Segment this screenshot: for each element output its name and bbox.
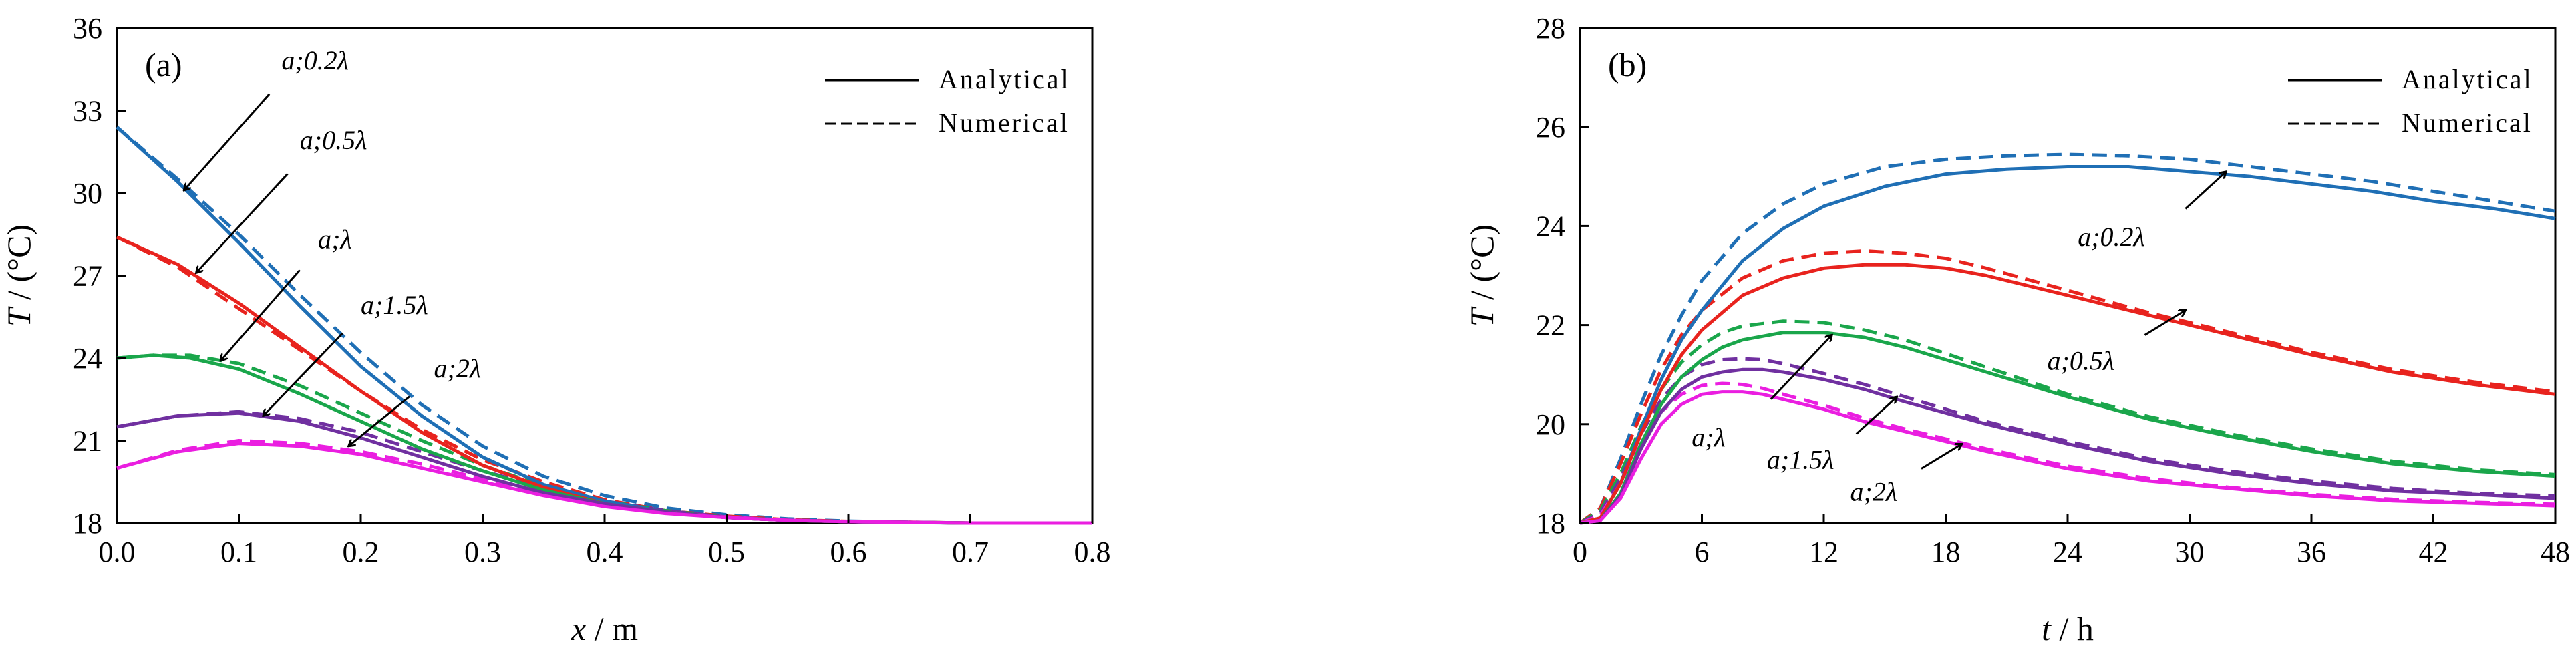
annotation-label: a;1.5λ xyxy=(1767,444,1834,474)
x-tick-label: 0 xyxy=(1573,536,1587,568)
x-tick-label: 12 xyxy=(1809,536,1838,568)
annotation-label: a;0.2λ xyxy=(281,45,349,75)
annotation-arrow xyxy=(1855,397,1897,435)
y-tick-label: 20 xyxy=(1536,408,1565,441)
legend-label: Numerical xyxy=(2402,108,2533,138)
x-axis-var: t xyxy=(2042,610,2052,647)
y-axis-title: T / (°C) xyxy=(0,224,37,327)
annotation-arrow xyxy=(2144,310,2186,336)
y-tick-label: 24 xyxy=(1536,210,1565,242)
annotation-label: a;0.5λ xyxy=(300,125,367,155)
legend-label: Numerical xyxy=(939,108,1070,138)
series-line-2 xyxy=(1579,152,2556,525)
x-tick-label: 0.0 xyxy=(99,536,136,568)
y-tick-label: 18 xyxy=(1536,507,1565,540)
y-axis-unit: / (°C) xyxy=(1463,224,1500,309)
series-line-9 xyxy=(116,442,1092,525)
series-line-9 xyxy=(1579,390,2556,525)
y-axis-var: T xyxy=(0,306,37,327)
x-axis-unit: / h xyxy=(2051,610,2094,647)
y-axis-unit: / (°C) xyxy=(0,224,37,309)
panel-label: (b) xyxy=(1608,46,1647,84)
x-tick-label: 0.4 xyxy=(587,536,623,568)
legend-label: Analytical xyxy=(2402,64,2533,94)
legend-label: Analytical xyxy=(939,64,1070,94)
series-line-5 xyxy=(116,353,1092,525)
annotation-label: a;0.5λ xyxy=(2048,345,2115,375)
x-tick-label: 0.1 xyxy=(220,536,257,568)
annotation-arrow xyxy=(1770,335,1832,400)
series-line-8 xyxy=(1579,357,2556,525)
x-tick-label: 0.7 xyxy=(952,536,989,568)
series-line-1 xyxy=(1579,165,2556,525)
annotation-arrow xyxy=(220,269,301,361)
annotation-arrow xyxy=(1921,444,1962,470)
x-tick-label: 30 xyxy=(2175,536,2205,568)
chart-panel-a: 0.0 0.1 0.2 0.3 0.4 0.5 0.6 0.7 0.8 18 21 24 27 30 33 3… xyxy=(0,12,1111,647)
y-tick-label: 28 xyxy=(1536,12,1565,45)
x-tick-label: 0.5 xyxy=(708,536,745,568)
panel-label: (a) xyxy=(145,46,182,84)
y-tick-label: 21 xyxy=(73,425,102,458)
y-axis-var: T xyxy=(1463,306,1500,327)
x-tick-label: 24 xyxy=(2053,536,2082,568)
y-tick-label: 36 xyxy=(73,12,102,45)
y-axis-title: T / (°C) xyxy=(1463,224,1500,327)
annotation-arrow xyxy=(196,173,289,273)
annotation-label: a;0.2λ xyxy=(2078,222,2145,252)
series-line-10 xyxy=(116,439,1092,525)
x-tick-label: 0.3 xyxy=(464,536,501,568)
y-tick-label: 26 xyxy=(1536,111,1565,144)
y-tick-label: 18 xyxy=(73,507,102,540)
y-tick-label: 33 xyxy=(73,95,102,128)
plot-frame xyxy=(1579,27,2557,524)
annotation-label: a;2λ xyxy=(434,353,482,383)
x-tick-label: 6 xyxy=(1695,536,1710,568)
series-line-4 xyxy=(1579,249,2556,525)
annotation-label: a;λ xyxy=(1692,422,1726,452)
x-tick-label: 48 xyxy=(2541,536,2570,568)
annotation-label: a;λ xyxy=(318,224,352,254)
series-line-3 xyxy=(1579,263,2556,525)
x-axis-var: x xyxy=(571,610,586,647)
chart-panel-b: 0 6 12 18 24 30 36 42 48 18 20 22 24 26 28 t / h T / (°C… xyxy=(1463,12,2570,647)
y-tick-label: 30 xyxy=(73,177,102,210)
x-axis-title: t / h xyxy=(2042,610,2094,647)
x-tick-label: 0.2 xyxy=(343,536,379,568)
annotation-label: a;2λ xyxy=(1850,477,1898,507)
x-tick-label: 36 xyxy=(2297,536,2326,568)
y-tick-label: 24 xyxy=(73,342,102,375)
x-tick-label: 42 xyxy=(2419,536,2448,568)
annotation-arrow xyxy=(349,395,410,446)
annotation-arrow xyxy=(263,332,343,416)
x-tick-label: 0.8 xyxy=(1074,536,1111,568)
x-tick-label: 18 xyxy=(1931,536,1961,568)
series-line-7 xyxy=(1579,367,2556,525)
series-line-5 xyxy=(1579,331,2556,525)
annotation-arrow xyxy=(184,93,271,190)
annotation-label: a;1.5λ xyxy=(361,290,428,320)
series-line-6 xyxy=(1579,319,2556,525)
y-tick-label: 22 xyxy=(1536,309,1565,342)
x-axis-title: x / m xyxy=(571,610,638,647)
x-tick-label: 0.6 xyxy=(830,536,867,568)
y-tick-label: 27 xyxy=(73,260,102,293)
annotation-arrow xyxy=(2185,172,2226,210)
x-axis-unit: / m xyxy=(586,610,638,647)
